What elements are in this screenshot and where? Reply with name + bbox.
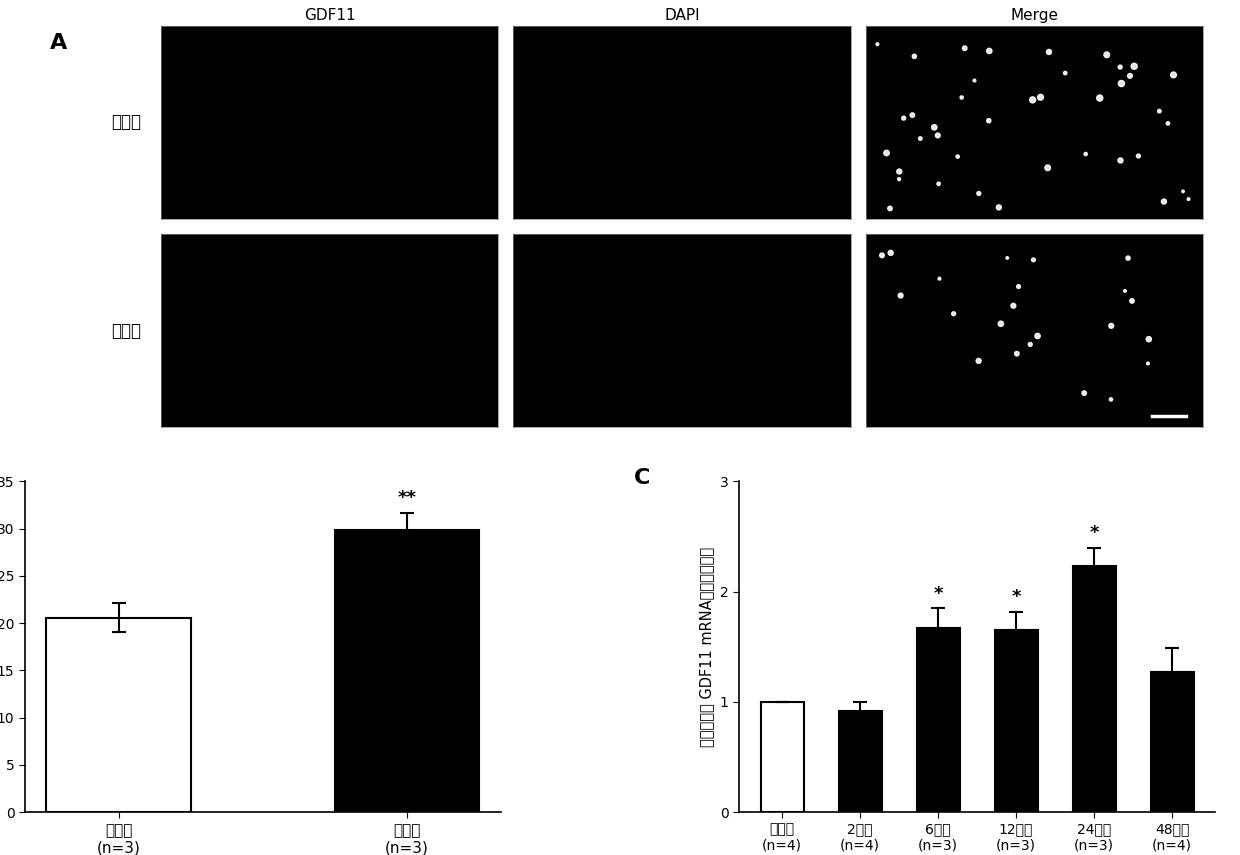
Text: DAPI: DAPI — [665, 8, 699, 23]
Point — [1028, 329, 1048, 343]
Point — [1021, 338, 1040, 351]
Point — [903, 109, 923, 122]
Point — [894, 111, 914, 125]
Text: Merge: Merge — [1011, 8, 1058, 23]
Bar — [760, 702, 804, 812]
Bar — [916, 628, 960, 812]
Point — [929, 177, 949, 191]
Point — [1097, 48, 1117, 62]
Point — [1178, 192, 1198, 206]
Point — [1125, 60, 1145, 74]
Bar — [1151, 672, 1194, 812]
Point — [1055, 66, 1075, 80]
Text: *: * — [934, 585, 942, 603]
Point — [1163, 68, 1183, 82]
Point — [1008, 280, 1028, 293]
Y-axis label: 皮层半影区 GDF11 mRNA相对表达水平: 皮层半影区 GDF11 mRNA相对表达水平 — [699, 547, 714, 747]
Point — [1128, 149, 1148, 162]
Point — [1158, 116, 1178, 130]
Point — [952, 91, 972, 104]
Point — [968, 186, 988, 200]
Point — [1030, 91, 1050, 104]
Point — [978, 114, 998, 127]
Point — [1138, 357, 1158, 370]
Text: *: * — [1012, 588, 1021, 606]
Point — [1154, 195, 1174, 209]
Point — [924, 121, 944, 134]
Bar — [335, 529, 480, 812]
Point — [890, 289, 910, 303]
Text: 对照组: 对照组 — [112, 113, 141, 132]
Point — [1003, 299, 1023, 313]
Point — [947, 150, 967, 163]
Point — [968, 354, 988, 368]
Bar — [46, 617, 191, 812]
Bar — [994, 630, 1038, 812]
Point — [1101, 392, 1121, 406]
Text: C: C — [635, 469, 651, 488]
Point — [1111, 77, 1131, 91]
Point — [910, 132, 930, 145]
Point — [1120, 69, 1140, 83]
Point — [872, 249, 892, 262]
Point — [1023, 253, 1043, 267]
Point — [1038, 161, 1058, 174]
Point — [1076, 147, 1096, 161]
Point — [877, 146, 897, 160]
Point — [1118, 251, 1138, 265]
Point — [1090, 91, 1110, 105]
Point — [955, 41, 975, 55]
Point — [1101, 319, 1121, 333]
Point — [1039, 45, 1059, 59]
Point — [928, 128, 947, 142]
Text: 缺血组: 缺血组 — [112, 321, 141, 340]
Point — [904, 50, 924, 63]
Point — [880, 202, 900, 215]
Text: GDF11: GDF11 — [304, 8, 356, 23]
Point — [944, 307, 963, 321]
Point — [1023, 93, 1043, 107]
Bar — [1073, 566, 1116, 812]
Point — [868, 38, 888, 51]
Point — [880, 246, 900, 260]
Point — [991, 317, 1011, 331]
Point — [990, 201, 1009, 215]
Point — [1074, 386, 1094, 400]
Bar — [838, 711, 882, 812]
Point — [965, 74, 985, 87]
Point — [1007, 347, 1027, 361]
Point — [1115, 284, 1135, 298]
Point — [980, 44, 999, 58]
Text: **: ** — [398, 489, 417, 507]
Point — [1173, 185, 1193, 198]
Point — [1111, 154, 1131, 168]
Point — [930, 272, 950, 286]
Point — [997, 251, 1017, 265]
Text: A: A — [50, 32, 67, 53]
Point — [1138, 333, 1158, 346]
Point — [889, 165, 909, 179]
Text: *: * — [1090, 524, 1099, 542]
Point — [889, 173, 909, 186]
Point — [1122, 294, 1142, 308]
Point — [1149, 104, 1169, 118]
Point — [1110, 60, 1130, 74]
